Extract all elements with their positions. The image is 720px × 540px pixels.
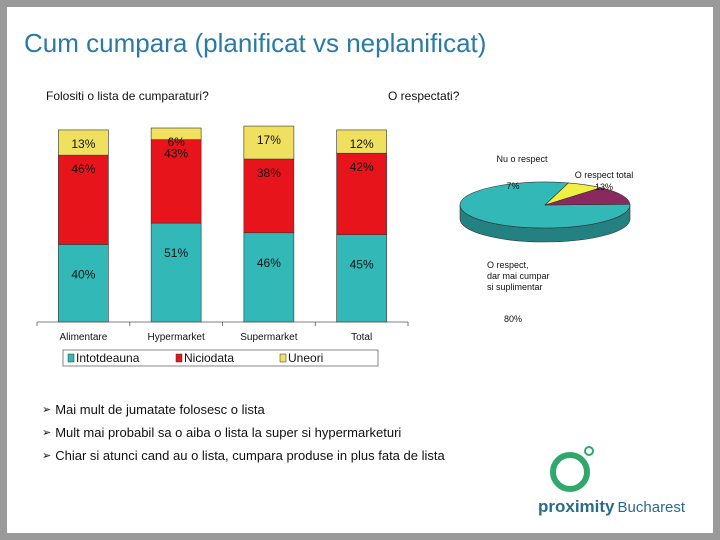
bar-data-label: 40% bbox=[71, 267, 95, 281]
bullet-item: ➢ Mai mult de jumatate folosesc o lista bbox=[42, 398, 445, 421]
legend-swatch bbox=[175, 353, 183, 363]
pie-value-label: 80% bbox=[504, 314, 522, 324]
x-tick-label: Supermarket bbox=[240, 332, 297, 343]
pie-value-label: 13% bbox=[595, 182, 613, 192]
logo-brand: proximity bbox=[538, 497, 615, 516]
bar-data-label: 51% bbox=[164, 246, 188, 260]
bar-data-label: 46% bbox=[257, 256, 281, 270]
bar-data-label: 45% bbox=[350, 258, 374, 272]
legend-swatch bbox=[279, 353, 287, 363]
legend-swatch bbox=[67, 353, 75, 363]
x-tick-label: Hypermarket bbox=[148, 332, 205, 343]
legend-label: Intotdeauna bbox=[76, 351, 140, 365]
bar-data-label: 43% bbox=[164, 147, 188, 161]
x-tick-label: Total bbox=[351, 332, 372, 343]
x-tick-label: Alimentare bbox=[59, 332, 107, 343]
bar-data-label: 42% bbox=[350, 160, 374, 174]
bullet-text: Chiar si atunci cand au o lista, cumpara… bbox=[55, 448, 445, 463]
legend-label: Uneori bbox=[288, 351, 323, 365]
bar-data-label: 13% bbox=[71, 137, 95, 151]
bar-data-label: 6% bbox=[167, 135, 185, 149]
bullet-arrow-icon: ➢ bbox=[42, 404, 52, 416]
legend-label: Niciodata bbox=[184, 351, 234, 365]
bullet-arrow-icon: ➢ bbox=[42, 427, 52, 439]
pie-category-label: O respect, dar mai cumpar si suplimentar bbox=[487, 260, 550, 292]
bar-data-label: 38% bbox=[257, 166, 281, 180]
bar-segment bbox=[243, 158, 295, 234]
bar-segment bbox=[243, 232, 295, 323]
bar-data-label: 17% bbox=[257, 133, 281, 147]
logo-ring-icon bbox=[550, 452, 590, 492]
bullet-arrow-icon: ➢ bbox=[42, 450, 52, 462]
bar-data-label: 12% bbox=[350, 137, 374, 151]
bar-data-label: 46% bbox=[71, 162, 95, 176]
bullet-item: ➢ Mult mai probabil sa o aiba o lista la … bbox=[42, 421, 445, 444]
bar-segment bbox=[243, 125, 295, 160]
logo-dot-icon bbox=[584, 446, 594, 456]
bar-chart-question: Folositi o lista de cumparaturi? bbox=[46, 89, 209, 103]
pie-slice bbox=[544, 187, 631, 206]
bar-segment bbox=[336, 129, 387, 154]
bar-segment bbox=[336, 152, 387, 236]
bullet-item: ➢ Chiar si atunci cand au o lista, cumpar… bbox=[42, 444, 445, 467]
bar-segment bbox=[150, 127, 202, 140]
bar-segment bbox=[58, 244, 109, 323]
pie-category-label-line: dar mai cumpar bbox=[487, 271, 550, 281]
logo-city: Bucharest bbox=[617, 499, 686, 516]
legend-box bbox=[62, 349, 379, 367]
pie-category-label-line: si suplimentar bbox=[487, 282, 543, 292]
bar-segment bbox=[336, 234, 387, 323]
slide-title: Cum cumpara (planificat vs neplanificat) bbox=[24, 28, 487, 58]
pie-category-label: O respect total bbox=[575, 170, 634, 180]
bar-segment bbox=[150, 222, 202, 323]
pie-chart-question: O respectati? bbox=[388, 89, 460, 103]
pie-category-label: Nu o respect bbox=[496, 154, 548, 164]
bar-segment bbox=[150, 139, 202, 224]
pie-value-label: 7% bbox=[506, 181, 519, 191]
bullet-text: Mai mult de jumatate folosesc o lista bbox=[55, 402, 265, 417]
bar-segment bbox=[58, 154, 109, 245]
bar-segment bbox=[58, 129, 109, 156]
bullet-list: ➢ Mai mult de jumatate folosesc o lista ➢… bbox=[42, 398, 445, 467]
bullet-text: Mult mai probabil sa o aiba o lista la s… bbox=[55, 425, 402, 440]
proximity-logo: proximity Bucharest bbox=[538, 440, 700, 522]
pie-category-label-line: O respect, bbox=[487, 260, 529, 270]
